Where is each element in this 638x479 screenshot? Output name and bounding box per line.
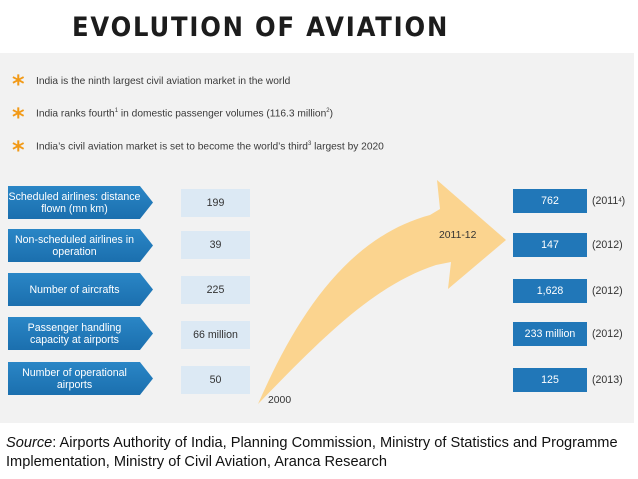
bullet-text: India ranks fourth1 in domestic passenge… (36, 108, 333, 119)
arrow-start-label: 2000 (268, 395, 292, 406)
bullet-2-footnote-2: 2 (326, 108, 330, 115)
metric-year-end: ) (621, 195, 626, 207)
metric-label-scheduled-distance: Scheduled airlines: distance flown (mn k… (8, 186, 153, 219)
metric-year: (2013) (592, 374, 623, 386)
bullet-1-text: India is the ninth largest civil aviatio… (36, 75, 291, 87)
bullet-3-text-cont: largest by 2020 (311, 141, 384, 153)
bullet-2-text-cont: in domestic passenger volumes (116.3 mil… (118, 108, 327, 120)
metric-2000-value: 39 (181, 231, 250, 259)
metric-2011-value: 125 (513, 368, 587, 392)
metric-year: (2012) (592, 285, 623, 297)
bullet-2-text: India ranks fourth (36, 108, 115, 120)
arrow-end-label: 2011-12 (439, 230, 477, 241)
bullet-2-footnote: 1 (114, 108, 119, 115)
metric-2011-value: 147 (513, 233, 587, 257)
page-title: EVOLUTION OF AVIATION (72, 12, 450, 43)
bullet-1: * India is the ninth largest civil aviat… (12, 70, 290, 98)
star-bullet-icon: * (12, 70, 25, 98)
star-bullet-icon: * (12, 103, 25, 131)
bullet-2-text-end: ) (329, 108, 333, 120)
metric-2011-value: 233 million (513, 322, 587, 346)
metric-2000-value: 66 million (181, 321, 250, 349)
bullet-3-text: India’s civil aviation market is set to … (36, 141, 308, 153)
metric-year-footnote: 4 (618, 198, 622, 204)
source-text: : Airports Authority of India, Planning … (6, 435, 618, 470)
metric-label-non-scheduled: Non-scheduled airlines in operation (8, 229, 153, 262)
metric-year: (2012) (592, 328, 623, 340)
metric-label-aircrafts: Number of aircrafts (8, 273, 153, 306)
bullet-2: * India ranks fourth1 in domestic passen… (12, 103, 333, 131)
bullet-3-footnote: 3 (307, 141, 312, 148)
source-prefix: Source (6, 435, 53, 451)
metric-label-passenger-capacity: Passenger handling capacity at airports (8, 317, 153, 350)
growth-arrow-shape (258, 180, 506, 404)
metric-2000-value: 225 (181, 276, 250, 304)
metric-year: (2012) (592, 239, 623, 251)
metric-2011-value: 762 (513, 189, 587, 213)
metric-2000-value: 199 (181, 189, 250, 217)
source-note: Source: Airports Authority of India, Pla… (6, 434, 631, 472)
metric-2011-value: 1,628 (513, 279, 587, 303)
metric-2000-value: 50 (181, 366, 250, 394)
star-bullet-icon: * (12, 136, 25, 164)
bullet-text: India is the ninth largest civil aviatio… (36, 76, 290, 87)
metric-year-text: (2011 (592, 195, 619, 207)
bullet-text: India’s civil aviation market is set to … (36, 141, 384, 152)
metric-year: (2011 4) (592, 189, 625, 213)
bullet-3: * India’s civil aviation market is set t… (12, 136, 384, 164)
metric-label-operational-airports: Number of operational airports (8, 362, 153, 395)
